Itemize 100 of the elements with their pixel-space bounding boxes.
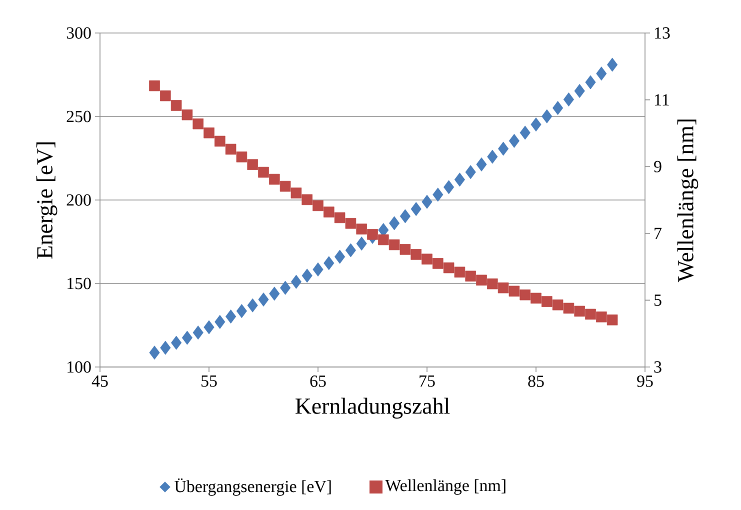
point (454, 172, 466, 187)
point (324, 206, 334, 218)
point (302, 194, 313, 206)
point (432, 258, 444, 269)
point (247, 159, 258, 170)
point (596, 312, 607, 322)
point (356, 224, 368, 234)
point (585, 75, 596, 90)
point (585, 308, 596, 320)
point (269, 286, 280, 301)
point (182, 330, 192, 345)
point (389, 216, 400, 230)
point (170, 100, 182, 111)
point (236, 304, 247, 318)
point (400, 209, 411, 224)
point (334, 212, 346, 224)
point (465, 270, 476, 282)
x-tick-label: 65 (310, 376, 326, 387)
x-tick-label: 85 (528, 376, 544, 387)
y-tick-label: 250 (66, 110, 91, 122)
point (225, 144, 236, 155)
point (454, 266, 466, 278)
point (192, 326, 204, 340)
point (171, 336, 182, 350)
x-axis-title: Kernladungszahl (296, 398, 450, 419)
point (422, 194, 432, 209)
point (444, 180, 454, 194)
point (302, 268, 312, 283)
point (596, 66, 607, 81)
point (345, 243, 356, 258)
point (149, 80, 160, 92)
point (410, 202, 422, 216)
point (269, 174, 280, 185)
point (498, 142, 509, 156)
x-tick-label: 75 (420, 376, 435, 387)
point (443, 262, 454, 274)
point (388, 239, 400, 250)
point (236, 152, 248, 162)
y-tick-label: 200 (66, 194, 91, 206)
point (312, 262, 324, 276)
point (356, 236, 367, 251)
x-tick-label: 95 (637, 376, 653, 387)
point (324, 256, 334, 270)
point (542, 296, 552, 307)
point (432, 188, 444, 202)
point (607, 58, 618, 72)
point (334, 250, 346, 264)
point (563, 92, 574, 106)
point (520, 126, 530, 140)
point (542, 109, 552, 124)
point (574, 306, 586, 317)
point (552, 100, 564, 115)
y2-tick-label: 7 (654, 228, 662, 239)
point (465, 165, 476, 180)
point (400, 244, 411, 255)
point (378, 234, 389, 246)
y2-tick-label: 3 (654, 361, 662, 373)
x-tick-label: 55 (202, 376, 217, 387)
point (530, 118, 542, 132)
point (520, 289, 531, 300)
legend-label: Übergangsenergie [eV] (174, 478, 331, 496)
point (498, 282, 509, 294)
point (574, 84, 585, 98)
point (508, 286, 520, 297)
y-tick-label: 100 (68, 361, 91, 373)
y2-tick-label: 13 (655, 27, 670, 39)
point (530, 292, 542, 304)
point (280, 280, 291, 295)
point (563, 302, 574, 314)
point (258, 166, 269, 178)
point (290, 188, 302, 198)
point (476, 157, 487, 172)
point (410, 249, 422, 260)
legend-label: Wellenlänge [nm] (385, 479, 506, 495)
point (422, 254, 432, 265)
y-tick-label: 150 (68, 278, 91, 290)
point (552, 299, 564, 310)
point (214, 136, 226, 147)
y2-tick-label: 11 (655, 94, 669, 106)
point (258, 292, 269, 307)
point (160, 90, 171, 102)
y2-tick-label: 9 (654, 160, 662, 172)
x-tick-label: 45 (92, 376, 108, 387)
point (280, 180, 291, 192)
point (160, 340, 171, 355)
y-tick-label: 300 (66, 27, 91, 39)
point (290, 274, 302, 289)
y-axis-title: Energie [eV] (36, 142, 58, 259)
y2-axis-title: Wellenlänge [nm] (677, 120, 698, 282)
point (606, 314, 618, 326)
point (182, 109, 193, 120)
point (367, 229, 378, 240)
point (214, 314, 226, 329)
y2-tick-label: 5 (654, 294, 662, 306)
point (312, 200, 324, 212)
point (508, 134, 520, 148)
point (247, 298, 258, 312)
point (149, 346, 160, 360)
point (345, 218, 356, 229)
point (487, 278, 498, 290)
